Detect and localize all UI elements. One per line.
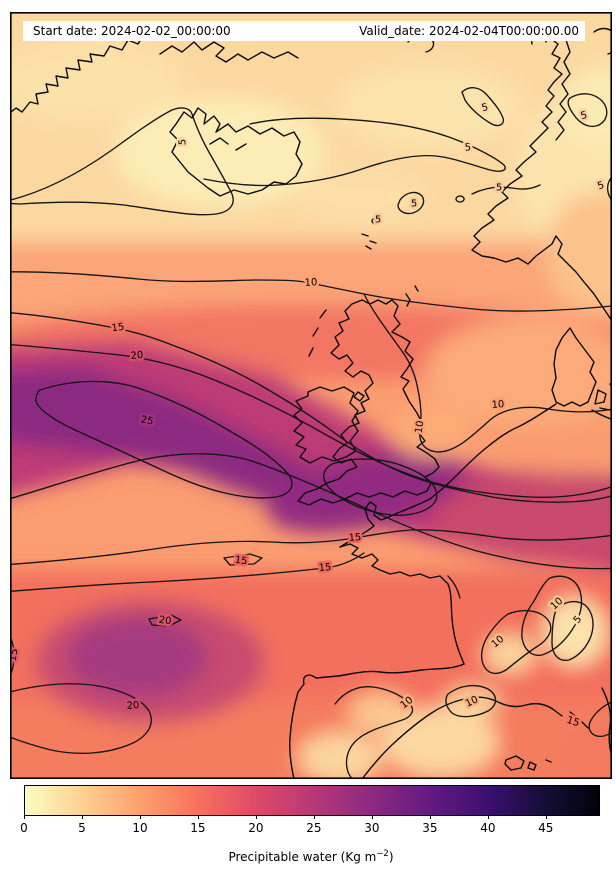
contour-25 — [35, 380, 438, 516]
contour-10 — [10, 271, 612, 779]
coastline-spain-portugal — [289, 663, 465, 779]
coastline-shetland — [405, 285, 419, 307]
coastline-uk — [297, 299, 440, 506]
contour-label-5: 5 — [178, 139, 189, 145]
contour-label-15: 15 — [348, 532, 361, 544]
contour-label-10: 10 — [491, 399, 504, 411]
contour-label-10: 10 — [414, 420, 427, 434]
map-frame — [10, 12, 612, 779]
contour-20 — [10, 343, 612, 754]
contour-15 — [10, 312, 612, 738]
contour-label-5: 5 — [375, 215, 381, 226]
colorbar-tick-label: 20 — [248, 821, 264, 835]
colorbar-label-text: Precipitable water (Kg m — [228, 850, 377, 864]
colorbar-tick-mark — [487, 815, 489, 819]
colorbar-label-end: ) — [388, 850, 394, 864]
contour-label-20: 20 — [126, 700, 139, 712]
date-annotation-band: Start date: 2024-02-02_00:00:00 Valid_da… — [23, 21, 585, 41]
contour-lines — [10, 87, 612, 779]
colorbar-tick-label: 10 — [132, 821, 148, 835]
coastline-faroe-islands — [361, 233, 377, 250]
coastline-denmark — [551, 327, 612, 421]
contour-label-15: 15 — [111, 322, 125, 335]
colorbar-tick-label: 5 — [78, 821, 86, 835]
coastline-balearic-islands — [504, 755, 552, 771]
valid-date-label: Valid_date: 2024-02-04T00:00:00.00 — [359, 24, 579, 38]
map-area: 5 5 5 5 5 5 5 5 10 15 20 25 10 10 15 15 15 20 15 20 10 10 10 10… — [10, 12, 612, 779]
coastline-iceland — [169, 107, 303, 197]
colorbar-tick-mark — [24, 815, 25, 819]
colorbar-tick-label: 25 — [306, 821, 322, 835]
contour-label-20: 20 — [158, 615, 172, 628]
colorbar-gradient — [25, 786, 599, 815]
coastline-norway-sweden — [471, 27, 612, 323]
colorbar-tick-mark — [255, 815, 257, 819]
colorbar-tick-mark — [545, 815, 547, 819]
contour-label-15: 15 — [234, 555, 248, 568]
colorbar-tick-mark — [313, 815, 315, 819]
start-date-label: Start date: 2024-02-02_00:00:00 — [33, 24, 231, 38]
colorbar-ticks: 0 5 10 15 20 25 30 35 40 45 — [20, 815, 600, 841]
colorbar-tick-label: 40 — [480, 821, 496, 835]
coastline-greenland — [10, 33, 299, 114]
coastline-mediterranean-spain-france — [361, 687, 612, 779]
colorbar-tick-label: 30 — [364, 821, 380, 835]
colorbar-tick-mark — [371, 815, 373, 819]
contour-label-10: 10 — [304, 277, 317, 289]
coastline-brittany-biscay — [339, 543, 465, 665]
colorbar-axis-label: Precipitable water (Kg m−2) — [24, 849, 598, 864]
colorbar-tick-label: 35 — [422, 821, 438, 835]
colorbar-label-sup: −2 — [376, 849, 389, 859]
contour-label-5: 5 — [411, 199, 417, 210]
colorbar-tick-label: 45 — [538, 821, 554, 835]
colorbar-tick-mark — [139, 815, 141, 819]
colorbar-tick-label: 0 — [20, 821, 28, 835]
contour-5 — [10, 87, 612, 662]
contour-label-15: 15 — [318, 562, 331, 574]
colorbar-tick-mark — [197, 815, 199, 819]
colorbar-tick-mark — [429, 815, 431, 819]
contour-label-20: 20 — [130, 350, 144, 362]
contour-label-25: 25 — [140, 414, 154, 427]
contour-label-5: 5 — [464, 142, 471, 154]
contour-label-5: 5 — [496, 183, 502, 194]
colorbar — [24, 785, 600, 816]
colorbar-tick-mark — [81, 815, 83, 819]
field-blobs — [10, 12, 612, 779]
coastline-ireland — [293, 386, 359, 464]
colorbar-tick-label: 15 — [190, 821, 206, 835]
